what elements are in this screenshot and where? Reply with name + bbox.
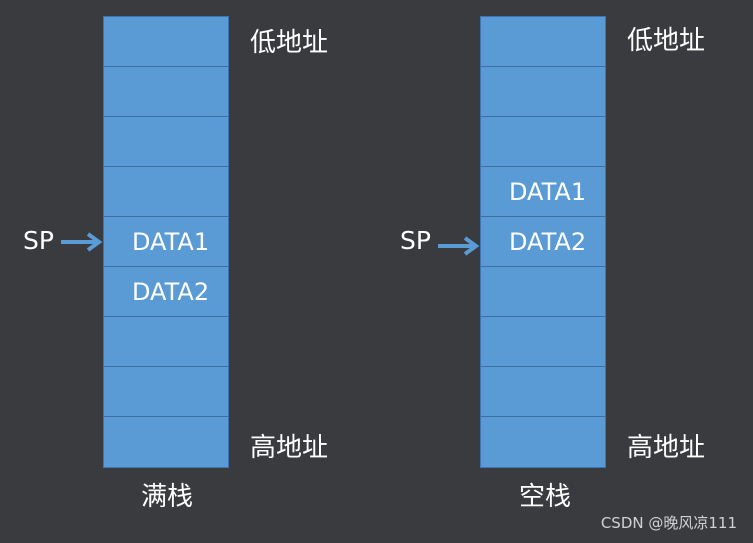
stack-cell-data1: DATA1 — [104, 217, 228, 267]
empty-stack-low-address-label: 低地址 — [627, 20, 705, 57]
stack-cell — [104, 167, 228, 217]
full-stack-high-address-label: 高地址 — [250, 427, 328, 464]
empty-stack-caption: 空栈 — [519, 476, 571, 513]
stack-cell — [481, 417, 605, 467]
full-stack-column: DATA1 DATA2 — [103, 16, 229, 468]
empty-stack-high-address-label: 高地址 — [627, 427, 705, 464]
stack-cell-data2: DATA2 — [481, 217, 605, 267]
stack-cell — [481, 367, 605, 417]
stack-cell — [481, 317, 605, 367]
stack-cell — [481, 267, 605, 317]
stack-cell — [481, 17, 605, 67]
full-stack-low-address-label: 低地址 — [250, 22, 328, 59]
stack-cell — [104, 67, 228, 117]
full-stack-sp-arrow-icon — [60, 232, 106, 252]
stack-cell — [104, 17, 228, 67]
stack-cell — [104, 317, 228, 367]
stack-cell — [104, 417, 228, 467]
stack-cell — [481, 67, 605, 117]
stack-cell — [481, 117, 605, 167]
empty-stack-sp-arrow-icon — [437, 236, 483, 256]
full-stack-caption: 满栈 — [141, 476, 193, 513]
stack-cell-data2: DATA2 — [104, 267, 228, 317]
csdn-watermark: CSDN @晚风凉111 — [601, 512, 737, 533]
empty-stack-column: DATA1 DATA2 — [480, 16, 606, 468]
stack-cell-data1: DATA1 — [481, 167, 605, 217]
stack-cell — [104, 367, 228, 417]
stack-cell — [104, 117, 228, 167]
empty-stack-sp-label: SP — [400, 226, 431, 255]
full-stack-sp-label: SP — [23, 226, 54, 255]
